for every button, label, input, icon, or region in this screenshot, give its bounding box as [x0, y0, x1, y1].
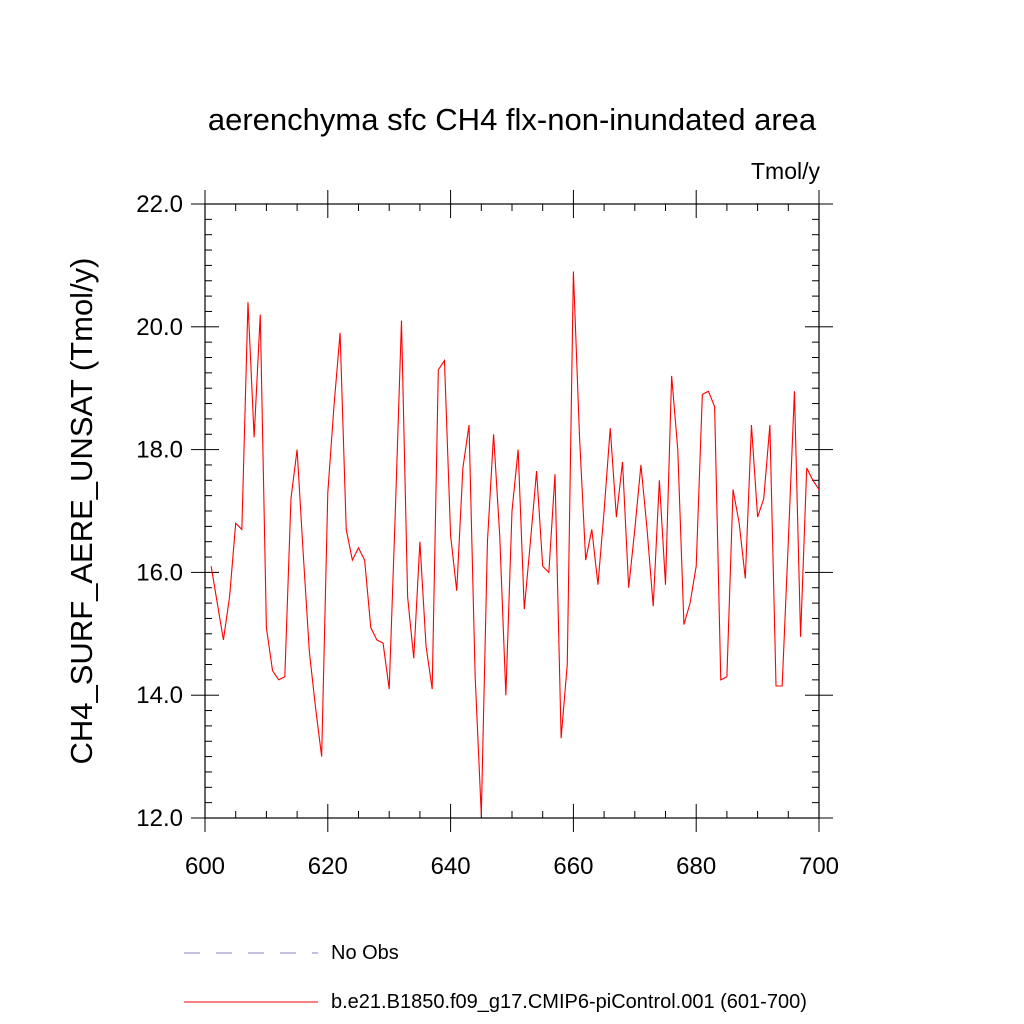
legend-label-model: b.e21.B1850.f09_g17.CMIP6-piControl.001 … [331, 991, 807, 1013]
y-tick-label: 22.0 [136, 191, 183, 218]
legend-label-obs: No Obs [331, 942, 399, 964]
series-line [210, 271, 820, 815]
x-tick-label: 600 [185, 853, 225, 880]
x-tick-label: 680 [676, 853, 716, 880]
y-tick-label: 20.0 [136, 314, 183, 341]
y-tick-label: 16.0 [136, 559, 183, 586]
units-label: Tmol/y [751, 158, 820, 184]
x-tick-label: 620 [308, 853, 348, 880]
y-tick-label: 12.0 [136, 805, 183, 832]
y-tick-label: 18.0 [136, 437, 183, 464]
x-tick-label: 700 [799, 853, 839, 880]
y-tick-label: 14.0 [136, 682, 183, 709]
axes-layer: 600 620 640 660 680 700 12.0 14.0 16.0 18.0 20.0 22… [64, 190, 839, 880]
chart-title: aerenchyma sfc CH4 flx-non-inundated are… [207, 102, 817, 137]
x-tick-label: 640 [431, 853, 471, 880]
legend-layer [184, 952, 318, 1003]
series-layer [210, 271, 820, 815]
x-tick-label: 660 [553, 853, 593, 880]
y-axis-label: CH4_SURF_AERE_UNSAT (Tmol/y) [64, 257, 99, 764]
